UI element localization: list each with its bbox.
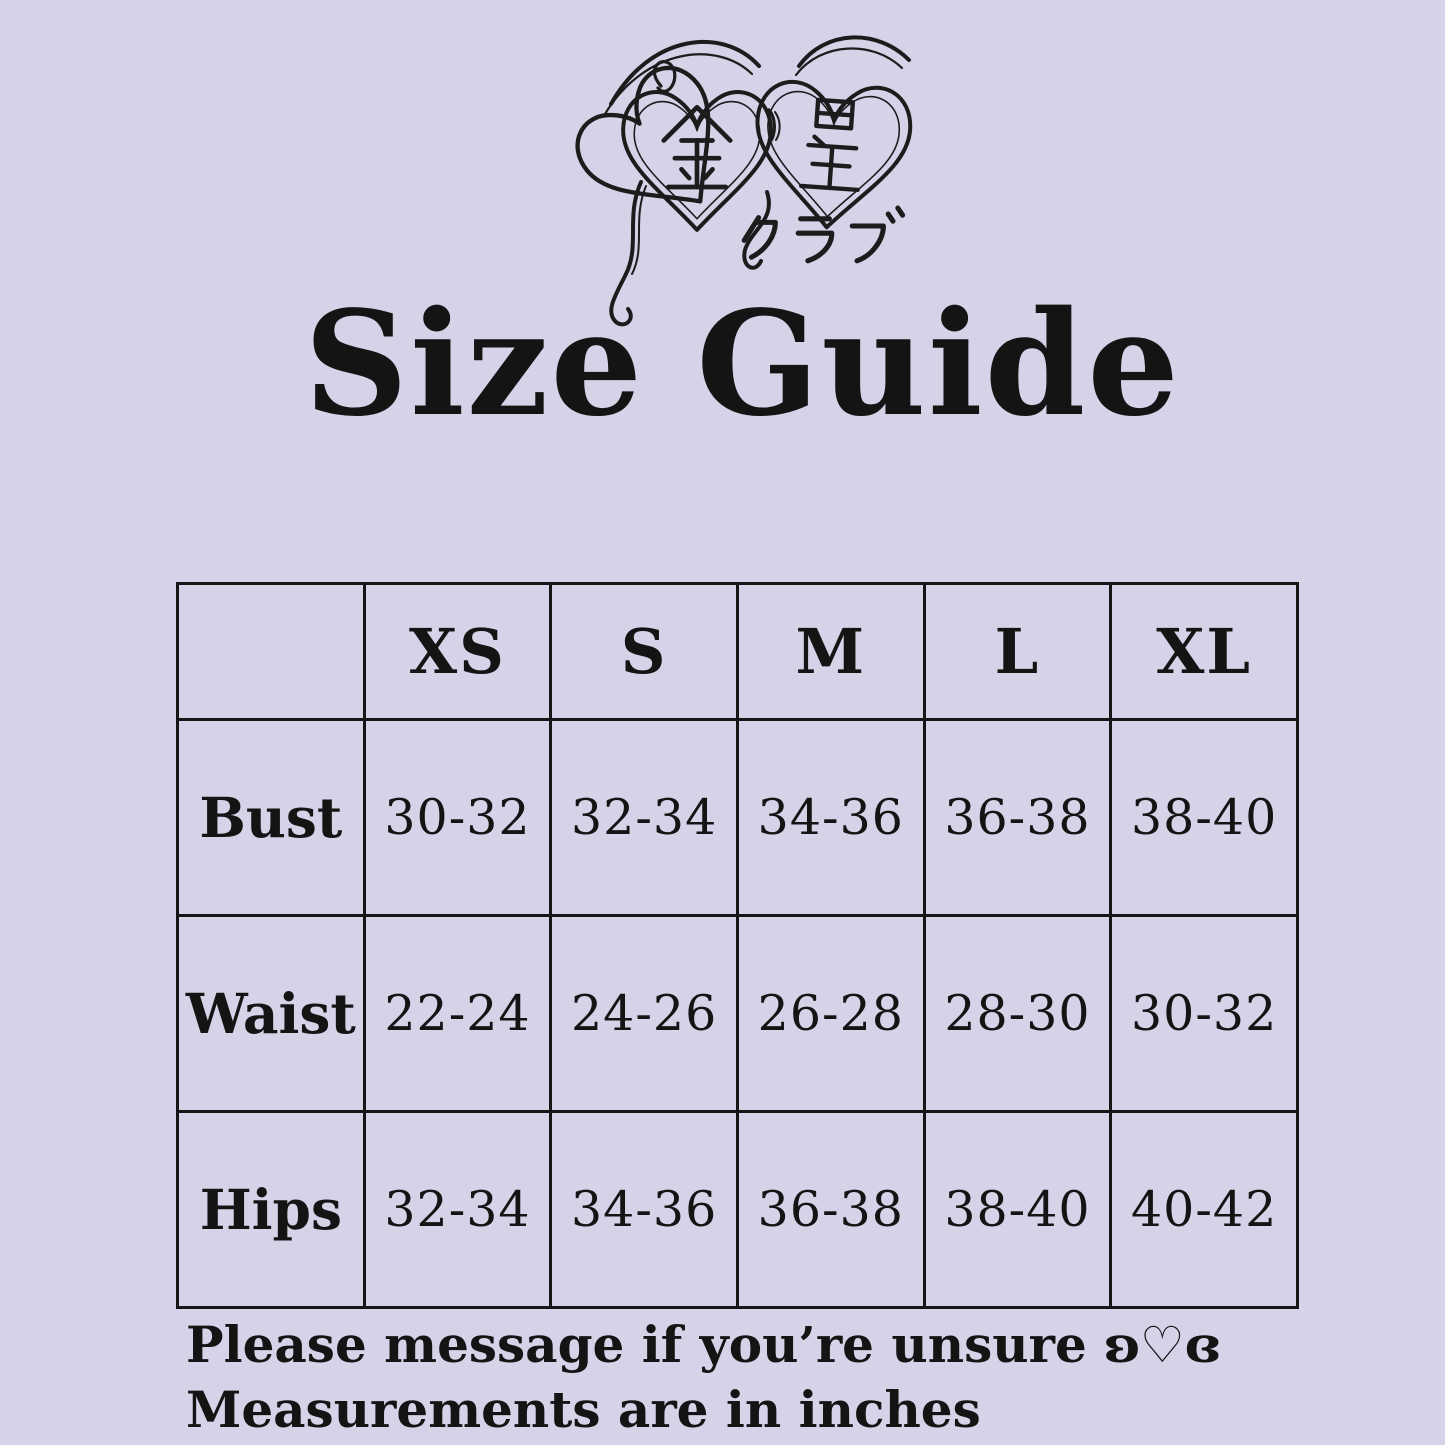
hips-xs-value: 32-34 — [362, 1110, 553, 1309]
waist-l-value: 28-30 — [922, 914, 1113, 1113]
bust-xs-value: 30-32 — [362, 718, 553, 917]
waist-s-value: 24-26 — [549, 914, 739, 1113]
table-row-bust: Bust 30-32 32-34 34-36 36-38 38-40 — [176, 718, 1299, 917]
hips-xl-value: 40-42 — [1109, 1110, 1299, 1309]
footer-notes: Please message if you’re unsure ʚ♡ɞ Meas… — [186, 1312, 1220, 1442]
hips-m-value: 36-38 — [735, 1110, 926, 1309]
footer-message-line: Please message if you’re unsure ʚ♡ɞ — [186, 1315, 1221, 1374]
footer-units-line: Measurements are in inches — [186, 1380, 981, 1439]
waist-xl-value: 30-32 — [1109, 914, 1299, 1113]
waist-m-value: 26-28 — [735, 914, 926, 1113]
table-row-waist: Waist 22-24 24-26 26-28 28-30 30-32 — [176, 914, 1299, 1113]
katakana-club-icon — [741, 205, 906, 264]
bust-xl-value: 38-40 — [1109, 718, 1299, 917]
column-header-s: S — [549, 582, 739, 721]
bust-l-value: 36-38 — [922, 718, 1113, 917]
gold-kanji-heart-icon — [621, 89, 773, 232]
column-header-m: M — [735, 582, 926, 721]
bust-m-value: 34-36 — [735, 718, 926, 917]
heart-locket-logo-icon — [545, 35, 915, 327]
size-table-header-row: XS S M L XL — [176, 582, 1299, 721]
waist-xs-value: 22-24 — [362, 914, 553, 1113]
column-header-xl: XL — [1109, 582, 1299, 721]
hips-l-value: 38-40 — [922, 1110, 1113, 1309]
row-label-bust: Bust — [176, 718, 366, 917]
table-row-hips: Hips 32-34 34-36 36-38 38-40 40-42 — [176, 1110, 1299, 1309]
column-header-xs: XS — [362, 582, 553, 721]
column-header-l: L — [922, 582, 1113, 721]
row-label-hips: Hips — [176, 1110, 366, 1309]
size-table: XS S M L XL Bust 30-32 32-34 34-36 36-38… — [176, 582, 1299, 1309]
page-title: Size Guide — [304, 279, 1181, 448]
star-kanji-heart-icon — [748, 77, 915, 235]
row-label-waist: Waist — [176, 914, 366, 1113]
hips-s-value: 34-36 — [549, 1110, 739, 1309]
bust-s-value: 32-34 — [549, 718, 739, 917]
table-corner-cell — [176, 582, 366, 721]
